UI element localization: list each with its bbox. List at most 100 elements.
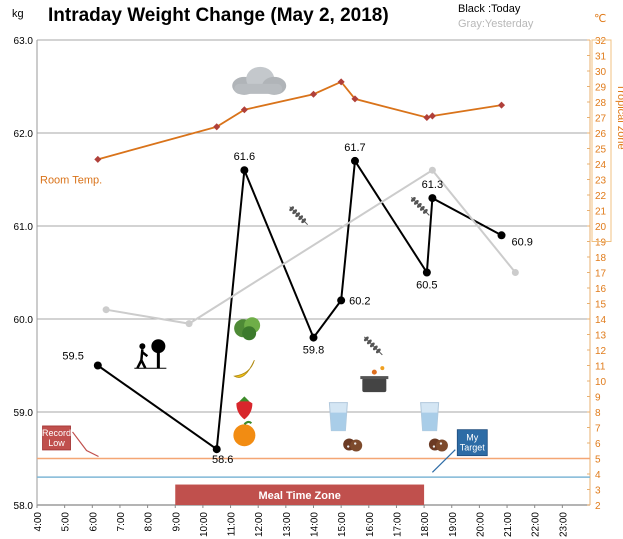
x-tick-label: 20:00 xyxy=(475,512,486,537)
water-glass-icon xyxy=(420,402,440,432)
walker-tree-icon xyxy=(134,339,167,369)
tree-crown xyxy=(151,339,166,354)
legend-yesterday: Gray:Yesterday xyxy=(458,18,534,30)
y2-tick-label: 24 xyxy=(595,160,607,171)
cookies-icon xyxy=(428,438,448,452)
x-tick-label: 21:00 xyxy=(503,512,514,537)
data-label: 60.9 xyxy=(512,236,533,248)
y-tick-label: 60.0 xyxy=(14,315,34,326)
cookie xyxy=(350,439,363,452)
y2-tick-label: 11 xyxy=(595,362,606,373)
orange-body xyxy=(233,424,256,447)
x-tick-label: 14:00 xyxy=(310,512,321,537)
y2-tick-label: 14 xyxy=(595,315,607,326)
banana-shape xyxy=(233,359,255,378)
data-label: 59.8 xyxy=(303,345,324,357)
y2-tick-label: 9 xyxy=(595,393,601,404)
y2-tick-label: 21 xyxy=(595,207,607,218)
wheat-stem xyxy=(410,197,430,216)
strawberry-leaf xyxy=(239,396,250,402)
my-target-label: My xyxy=(466,433,478,443)
temp-point xyxy=(423,113,431,122)
water-glass-icon xyxy=(328,402,348,432)
today-point xyxy=(350,156,359,165)
today-point xyxy=(497,231,506,240)
x-tick-label: 11:00 xyxy=(227,512,238,537)
today-point xyxy=(93,361,102,370)
x-tick-label: 15:00 xyxy=(337,512,348,537)
series-line-room-temp- xyxy=(97,80,502,161)
banana-icon xyxy=(233,359,255,378)
record-low-box xyxy=(42,425,71,451)
temp-point xyxy=(240,106,248,114)
cooking-pot-icon xyxy=(360,366,389,393)
y-tick-label: 63.0 xyxy=(14,36,34,47)
chart-title: Intraday Weight Change (May 2, 2018) xyxy=(48,5,389,26)
pot-knob xyxy=(371,369,377,375)
yesterday-point xyxy=(428,166,436,174)
temp-point xyxy=(213,123,221,131)
temp-point xyxy=(351,95,359,103)
today-point xyxy=(428,194,437,203)
y2-tick-label: 3 xyxy=(595,486,601,497)
data-label: 59.5 xyxy=(62,351,83,363)
strawberry-body xyxy=(236,400,253,420)
yesterday-point xyxy=(102,306,110,314)
x-tick-label: 4:00 xyxy=(33,512,44,532)
temp-point xyxy=(94,155,102,163)
today-point xyxy=(422,268,431,277)
y2-tick-label: 25 xyxy=(595,145,607,156)
y2-tick-label: 20 xyxy=(595,222,607,233)
yesterday-point xyxy=(185,320,193,328)
my-target-box xyxy=(456,429,488,457)
y2-tick-label: 6 xyxy=(595,439,601,450)
y-tick-label: 58.0 xyxy=(14,501,34,512)
temp-point xyxy=(309,90,318,98)
cookie-dot xyxy=(432,445,436,448)
y2-tick-label: 4 xyxy=(595,470,601,481)
y2-axis-unit: ℃ xyxy=(594,13,606,25)
yesterday-point xyxy=(511,269,519,276)
x-tick-label: 18:00 xyxy=(420,512,431,537)
tropical-zone-bracket xyxy=(591,39,612,242)
orange-leaf xyxy=(243,420,253,425)
today-point xyxy=(240,166,249,175)
x-tick-label: 22:00 xyxy=(531,512,542,537)
strawberry-icon xyxy=(236,396,253,420)
wheat-icon xyxy=(363,336,383,356)
data-label: 61.7 xyxy=(344,142,365,154)
data-label: 60.2 xyxy=(349,295,370,307)
lettuce-leaf xyxy=(242,326,257,341)
data-label: 60.5 xyxy=(416,280,437,292)
y2-tick-label: 19 xyxy=(595,238,607,249)
x-tick-label: 16:00 xyxy=(365,512,376,537)
tree-trunk xyxy=(156,352,160,369)
pot-body xyxy=(362,378,387,393)
temp-point xyxy=(497,101,506,109)
y2-tick-label: 22 xyxy=(595,191,607,202)
room-temp-label: Room Temp. xyxy=(40,175,102,187)
cookie-dot xyxy=(439,442,443,445)
y2-tick-label: 18 xyxy=(595,253,607,264)
x-tick-label: 7:00 xyxy=(116,512,127,532)
tropical-zone-label: Tropical zone xyxy=(615,84,623,150)
meal-time-zone-bar xyxy=(175,484,425,505)
wheat-icon xyxy=(410,196,430,216)
record-low-label: Low xyxy=(48,438,65,448)
y2-tick-label: 23 xyxy=(595,176,607,187)
plot-area: 63.062.061.060.059.058.03231302928272625… xyxy=(14,36,623,537)
y-tick-label: 59.0 xyxy=(14,408,34,419)
x-tick-label: 9:00 xyxy=(171,512,182,532)
today-point xyxy=(309,333,318,342)
y2-tick-label: 27 xyxy=(595,114,607,125)
today-point xyxy=(212,445,221,454)
x-tick-label: 13:00 xyxy=(282,512,293,537)
record-low-arrow xyxy=(72,431,99,458)
data-label: 61.6 xyxy=(234,151,255,163)
walker-body xyxy=(136,349,149,369)
y2-tick-label: 15 xyxy=(595,300,607,311)
y2-tick-label: 2 xyxy=(595,501,601,512)
legend-today: Black :Today xyxy=(458,3,521,15)
x-tick-label: 17:00 xyxy=(392,512,403,537)
lettuce-icon xyxy=(234,317,261,341)
